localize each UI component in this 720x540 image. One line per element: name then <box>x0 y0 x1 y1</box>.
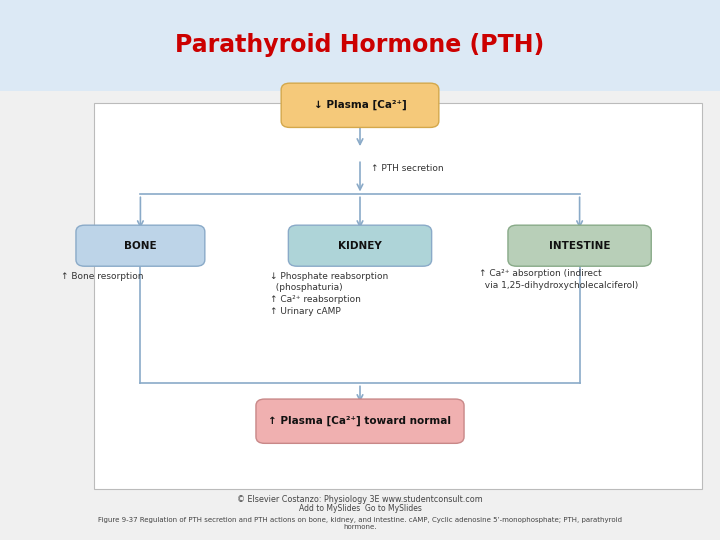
Text: ↑ Plasma [Ca²⁺] toward normal: ↑ Plasma [Ca²⁺] toward normal <box>269 416 451 427</box>
Text: ↑ Bone resorption: ↑ Bone resorption <box>61 272 144 281</box>
Text: Parathyroid Hormone (PTH): Parathyroid Hormone (PTH) <box>176 33 544 57</box>
FancyBboxPatch shape <box>0 0 720 91</box>
FancyBboxPatch shape <box>281 83 439 127</box>
Text: Add to MySlides  Go to MySlides: Add to MySlides Go to MySlides <box>299 504 421 513</box>
Text: ↓ Plasma [Ca²⁺]: ↓ Plasma [Ca²⁺] <box>314 100 406 111</box>
FancyBboxPatch shape <box>288 225 431 266</box>
Text: BONE: BONE <box>124 241 157 251</box>
Text: © Elsevier Costanzo: Physiology 3E www.studentconsult.com: © Elsevier Costanzo: Physiology 3E www.s… <box>237 495 483 504</box>
FancyBboxPatch shape <box>256 399 464 443</box>
FancyBboxPatch shape <box>94 103 702 489</box>
Text: KIDNEY: KIDNEY <box>338 241 382 251</box>
FancyBboxPatch shape <box>508 225 652 266</box>
Text: INTESTINE: INTESTINE <box>549 241 611 251</box>
FancyBboxPatch shape <box>76 225 204 266</box>
Text: ↓ Phosphate reabsorption
  (phosphaturia)
↑ Ca²⁺ reabsorption
↑ Urinary cAMP: ↓ Phosphate reabsorption (phosphaturia) … <box>270 272 388 316</box>
Text: ↑ PTH secretion: ↑ PTH secretion <box>371 164 444 173</box>
Text: Figure 9-37 Regulation of PTH secretion and PTH actions on bone, kidney, and int: Figure 9-37 Regulation of PTH secretion … <box>98 517 622 530</box>
Text: ↑ Ca²⁺ absorption (indirect
  via 1,25-dihydroxycholecalciferol): ↑ Ca²⁺ absorption (indirect via 1,25-dih… <box>479 269 638 290</box>
